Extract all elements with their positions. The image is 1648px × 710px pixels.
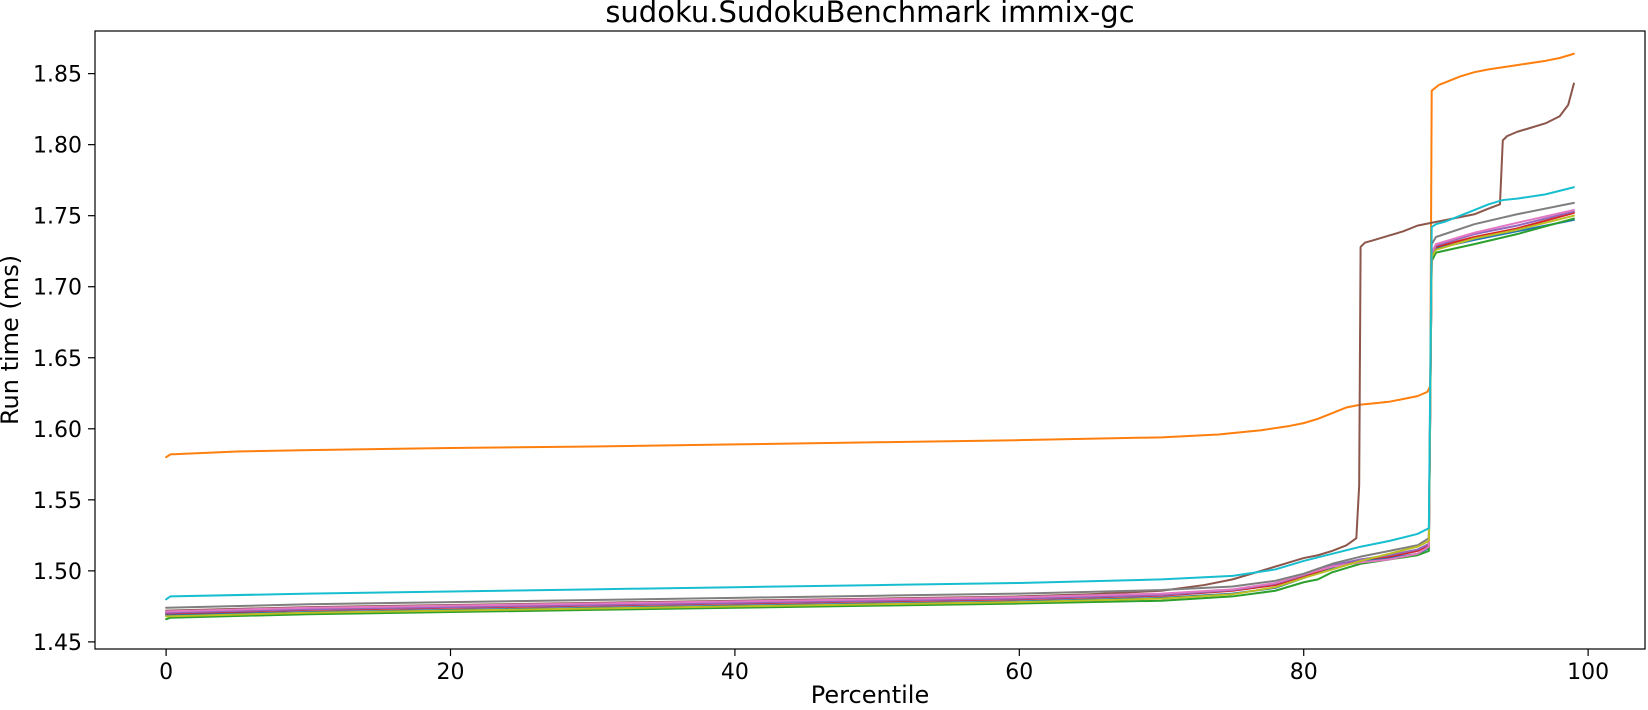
y-tick-label: 1.60	[33, 418, 82, 443]
x-tick-label: 20	[437, 660, 465, 685]
x-tick-label: 0	[159, 660, 173, 685]
y-tick-label: 1.80	[33, 134, 82, 159]
y-tick-label: 1.70	[33, 276, 82, 301]
y-tick-label: 1.55	[33, 489, 82, 514]
x-axis-label: Percentile	[811, 681, 929, 709]
series-line-4	[165, 211, 1575, 615]
x-tick-label: 80	[1290, 660, 1318, 685]
series-line-10	[165, 186, 1575, 601]
series-line-2	[165, 52, 1575, 459]
series-line-9	[165, 214, 1575, 618]
series-line-8	[165, 201, 1575, 609]
x-tick-label: 60	[1005, 660, 1033, 685]
y-axis-label: Run time (ms)	[0, 255, 24, 425]
y-tick-label: 1.50	[33, 560, 82, 585]
x-tick-label: 100	[1567, 660, 1609, 685]
series-line-7	[165, 209, 1575, 613]
plot-frame	[94, 30, 1646, 650]
x-tick-label: 40	[721, 660, 749, 685]
y-tick-label: 1.75	[33, 205, 82, 230]
series-line-5	[165, 210, 1575, 614]
chart-title: sudoku.SudokuBenchmark immix-gc	[605, 0, 1134, 29]
y-tick-label: 1.45	[33, 631, 82, 656]
x-axis: 0 20 40 60 80 100	[159, 649, 1609, 685]
series-line-6	[165, 82, 1575, 612]
series-line-3	[165, 217, 1575, 621]
y-tick-label: 1.65	[33, 347, 82, 372]
series-layer	[165, 52, 1575, 621]
y-tick-label: 1.85	[33, 63, 82, 88]
y-axis: 1.45 1.50 1.55 1.60 1.65 1.70 1.75 1.80 1.85	[33, 63, 95, 656]
